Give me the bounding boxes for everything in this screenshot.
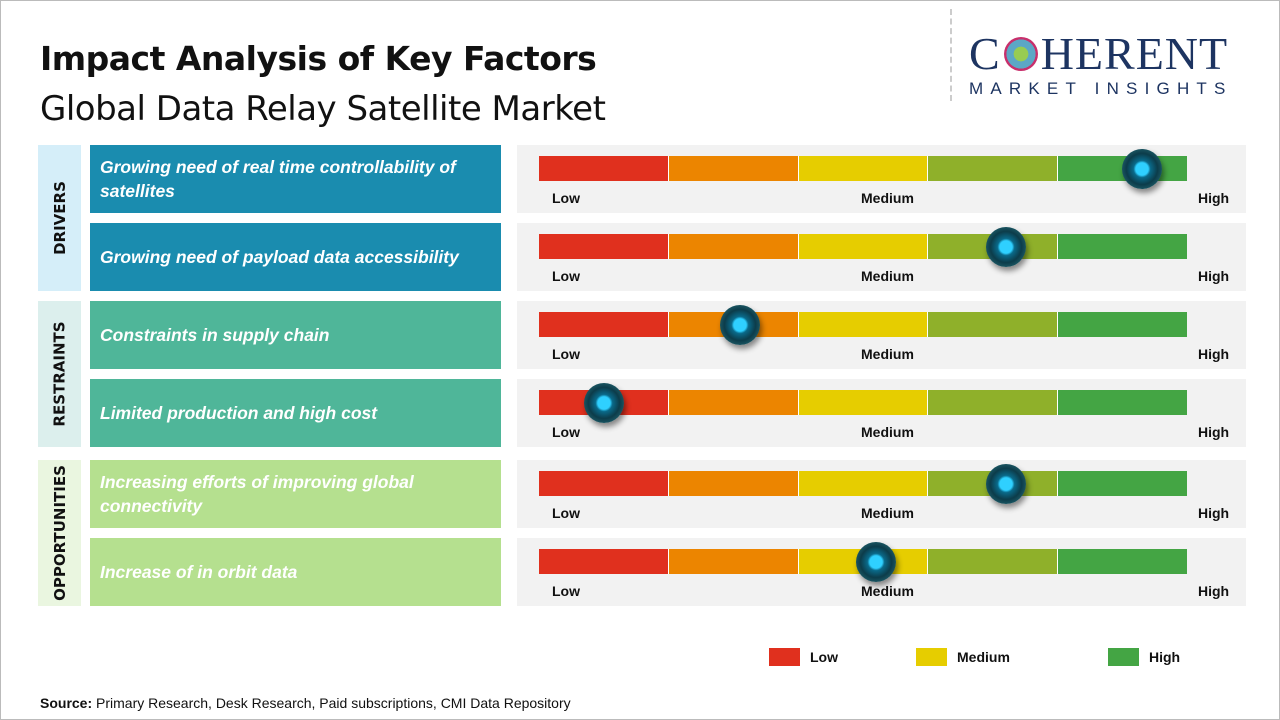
gauge-segment — [1058, 312, 1187, 337]
gauge-segment — [928, 156, 1059, 181]
gauge-indicator-knob — [1121, 149, 1162, 189]
group-label-opportunities: OPPORTUNITIES — [38, 460, 81, 606]
logo-subtext: MARKET INSIGHTS — [969, 79, 1233, 98]
gauge-indicator-knob — [583, 383, 624, 423]
gauge-segment — [928, 390, 1059, 415]
scale-label: High — [1198, 505, 1230, 521]
logo-text-c: C — [969, 28, 1001, 79]
legend-low: Low — [769, 648, 838, 666]
gauge-segment — [1058, 234, 1187, 259]
factor-label: Growing need of real time controllabilit… — [90, 145, 501, 213]
page-subtitle: Global Data Relay Satellite Market — [40, 89, 606, 129]
gauge-segment — [539, 471, 669, 496]
scale-label: Medium — [861, 583, 914, 599]
gauge-segment — [798, 390, 929, 415]
gauge-segment — [1058, 549, 1187, 574]
page-title: Impact Analysis of Key Factors — [40, 39, 597, 78]
scale-label: Medium — [861, 424, 914, 440]
scale-label: Medium — [861, 268, 914, 284]
logo: C HERENT MARKET INSIGHTS — [969, 31, 1261, 99]
gauge-segment — [668, 471, 799, 496]
scale-label: Low — [552, 424, 580, 440]
gauge-segment — [798, 156, 929, 181]
impact-gauge: Low Medium High — [517, 145, 1246, 213]
gauge-indicator-knob — [719, 305, 760, 345]
gauge-bar — [539, 156, 1187, 181]
globe-icon — [1003, 37, 1038, 71]
group-name: OPPORTUNITIES — [50, 465, 69, 601]
gauge-segment — [668, 156, 799, 181]
gauge-segment — [539, 156, 669, 181]
gauge-segment — [798, 312, 929, 337]
legend-medium: Medium — [916, 648, 1010, 666]
gauge-segment — [539, 234, 669, 259]
legend-label: Medium — [957, 649, 1010, 665]
scale-label: Medium — [861, 346, 914, 362]
gauge-bar — [539, 390, 1187, 415]
source-label: Source: — [40, 695, 93, 711]
scale-label: Medium — [861, 505, 914, 521]
gauge-indicator-knob — [985, 464, 1026, 504]
gauge-segment — [798, 234, 929, 259]
factor-label: Increase of in orbit data — [90, 538, 501, 606]
group-label-restraints: RESTRAINTS — [38, 301, 81, 447]
impact-gauge: Low Medium High — [517, 538, 1246, 606]
gauge-segment — [668, 234, 799, 259]
scale-label: Medium — [861, 190, 914, 206]
gauge-segment — [928, 312, 1059, 337]
legend-swatch-high — [1108, 648, 1139, 666]
gauge-segment — [539, 549, 669, 574]
logo-text-herent: HERENT — [1040, 28, 1229, 79]
gauge-bar — [539, 471, 1187, 496]
scale-label: High — [1198, 190, 1230, 206]
divider — [950, 9, 952, 101]
group-name: RESTRAINTS — [50, 321, 69, 427]
scale-label: Low — [552, 505, 580, 521]
impact-gauge: Low Medium High — [517, 223, 1246, 291]
gauge-bar — [539, 312, 1187, 337]
scale-label: High — [1198, 346, 1230, 362]
gauge-segment — [1058, 471, 1187, 496]
legend-label: High — [1149, 649, 1181, 665]
legend-swatch-medium — [916, 648, 947, 666]
source-text: Primary Research, Desk Research, Paid su… — [92, 695, 571, 711]
impact-gauge: Low Medium High — [517, 460, 1246, 528]
scale-label: Low — [552, 346, 580, 362]
group-label-drivers: DRIVERS — [38, 145, 81, 291]
group-name: DRIVERS — [50, 181, 69, 255]
gauge-bar — [539, 234, 1187, 259]
gauge-segment — [798, 471, 929, 496]
gauge-segment — [928, 549, 1059, 574]
legend-label: Low — [810, 649, 838, 665]
source-note: Source: Primary Research, Desk Research,… — [40, 695, 571, 711]
legend-swatch-low — [769, 648, 800, 666]
scale-label: Low — [552, 268, 580, 284]
impact-gauge: Low Medium High — [517, 301, 1246, 369]
gauge-segment — [1058, 390, 1187, 415]
gauge-indicator-knob — [985, 227, 1026, 267]
impact-gauge: Low Medium High — [517, 379, 1246, 447]
factor-label: Constraints in supply chain — [90, 301, 501, 369]
factor-label: Increasing efforts of improving global c… — [90, 460, 501, 528]
gauge-segment — [668, 390, 799, 415]
gauge-segment — [539, 312, 669, 337]
gauge-segment — [668, 549, 799, 574]
scale-label: High — [1198, 268, 1230, 284]
gauge-indicator-knob — [855, 542, 896, 582]
scale-label: Low — [552, 583, 580, 599]
factor-label: Limited production and high cost — [90, 379, 501, 447]
scale-label: High — [1198, 583, 1230, 599]
scale-label: Low — [552, 190, 580, 206]
legend-high: High — [1108, 648, 1180, 666]
factor-label: Growing need of payload data accessibili… — [90, 223, 501, 291]
scale-label: High — [1198, 424, 1230, 440]
